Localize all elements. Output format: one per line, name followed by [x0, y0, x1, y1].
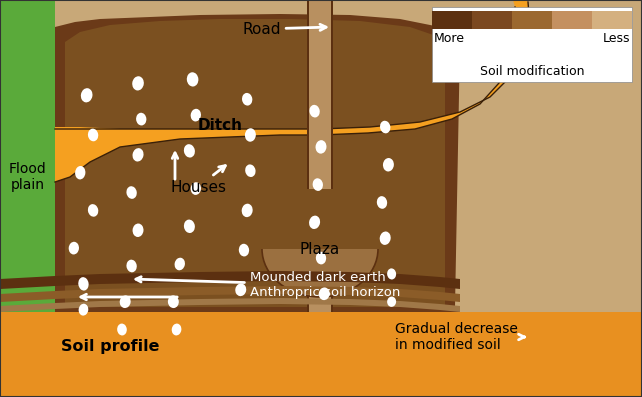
- Ellipse shape: [309, 105, 320, 118]
- Polygon shape: [432, 7, 632, 82]
- Polygon shape: [472, 11, 512, 29]
- Ellipse shape: [81, 88, 92, 102]
- Text: Soil modification: Soil modification: [480, 65, 584, 78]
- Ellipse shape: [315, 140, 327, 154]
- Ellipse shape: [132, 76, 144, 91]
- Ellipse shape: [239, 244, 249, 256]
- Polygon shape: [0, 271, 460, 289]
- Ellipse shape: [318, 287, 330, 300]
- Ellipse shape: [309, 216, 320, 229]
- Ellipse shape: [191, 182, 201, 195]
- Ellipse shape: [379, 231, 391, 245]
- Polygon shape: [552, 11, 592, 29]
- Ellipse shape: [126, 186, 137, 199]
- Ellipse shape: [88, 204, 98, 217]
- Polygon shape: [450, 2, 642, 312]
- Ellipse shape: [168, 295, 179, 308]
- Ellipse shape: [316, 252, 326, 264]
- Polygon shape: [0, 282, 642, 397]
- Ellipse shape: [132, 224, 144, 237]
- Ellipse shape: [75, 166, 85, 179]
- Polygon shape: [55, 14, 460, 312]
- Text: Ditch: Ditch: [198, 118, 243, 133]
- Ellipse shape: [187, 72, 198, 87]
- Ellipse shape: [383, 158, 394, 172]
- Text: Flood
plain: Flood plain: [9, 162, 47, 192]
- Polygon shape: [55, 127, 309, 182]
- Polygon shape: [331, 0, 333, 312]
- Ellipse shape: [184, 144, 195, 158]
- Ellipse shape: [313, 178, 323, 191]
- Text: Mounded dark earth
Anthropric soil horizon: Mounded dark earth Anthropric soil horiz…: [136, 271, 401, 299]
- Polygon shape: [65, 19, 445, 307]
- Ellipse shape: [387, 268, 396, 279]
- Polygon shape: [309, 0, 331, 312]
- Ellipse shape: [245, 128, 256, 142]
- Polygon shape: [592, 11, 632, 29]
- Ellipse shape: [245, 164, 256, 177]
- Polygon shape: [512, 11, 552, 29]
- Ellipse shape: [262, 201, 378, 297]
- Polygon shape: [0, 286, 460, 302]
- Ellipse shape: [171, 324, 182, 335]
- Ellipse shape: [132, 148, 144, 162]
- Ellipse shape: [136, 113, 146, 125]
- Ellipse shape: [69, 242, 79, 254]
- Ellipse shape: [78, 304, 89, 316]
- Ellipse shape: [377, 196, 387, 209]
- Ellipse shape: [126, 260, 137, 272]
- Ellipse shape: [235, 283, 247, 296]
- Polygon shape: [307, 0, 309, 312]
- Text: More: More: [434, 32, 465, 45]
- Text: Soil profile: Soil profile: [61, 339, 159, 355]
- Ellipse shape: [184, 220, 195, 233]
- Ellipse shape: [387, 297, 396, 307]
- Ellipse shape: [380, 121, 390, 133]
- Polygon shape: [455, 0, 642, 312]
- Ellipse shape: [78, 277, 89, 291]
- Ellipse shape: [241, 204, 253, 217]
- Text: Gradual decrease
in modified soil: Gradual decrease in modified soil: [395, 322, 525, 352]
- Ellipse shape: [242, 93, 252, 106]
- Text: Road: Road: [242, 21, 326, 37]
- Polygon shape: [460, 2, 642, 312]
- Polygon shape: [0, 298, 460, 312]
- Polygon shape: [432, 11, 472, 29]
- Text: Houses: Houses: [170, 166, 226, 195]
- Polygon shape: [0, 0, 55, 312]
- Text: Less: Less: [602, 32, 630, 45]
- Ellipse shape: [175, 258, 185, 270]
- Ellipse shape: [88, 129, 98, 141]
- Text: Plaza: Plaza: [300, 241, 340, 256]
- Ellipse shape: [119, 295, 131, 308]
- Ellipse shape: [117, 324, 127, 335]
- Ellipse shape: [191, 109, 201, 121]
- Polygon shape: [320, 0, 530, 135]
- Polygon shape: [250, 189, 390, 249]
